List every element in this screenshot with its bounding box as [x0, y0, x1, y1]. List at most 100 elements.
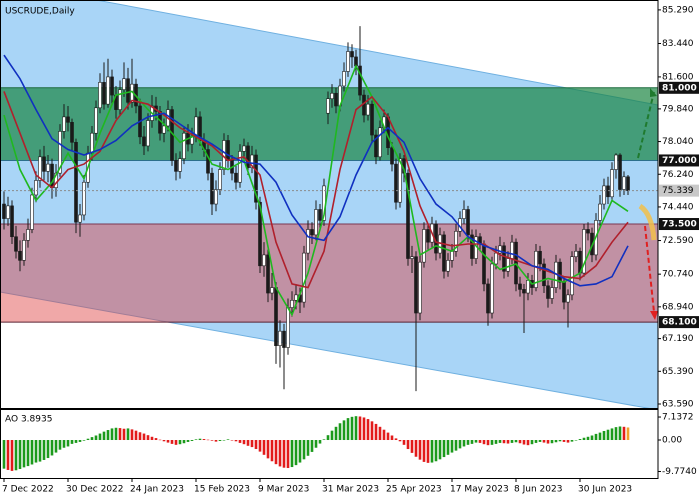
moving-average: [3, 91, 629, 289]
ao-bar: [514, 440, 518, 443]
ao-bar: [22, 440, 26, 468]
candle-body: [210, 172, 214, 205]
ao-bar: [170, 440, 174, 444]
ao-bar: [158, 439, 162, 441]
candle-body: [174, 160, 178, 172]
level-label: 81.000: [662, 83, 697, 93]
candle-body: [598, 203, 602, 221]
moving-average: [3, 54, 629, 287]
candle-body: [618, 154, 622, 190]
zones: [0, 87, 658, 323]
ao-bar: [366, 419, 370, 441]
ao-bar: [326, 435, 330, 441]
candle-body: [538, 250, 542, 265]
candle-body: [514, 241, 518, 285]
ao-bar: [442, 440, 446, 458]
candle-body: [502, 245, 506, 272]
ao-bar: [542, 440, 546, 443]
y-tick-label: 65.390: [662, 367, 694, 377]
ao-bar: [110, 428, 114, 441]
ao-bar: [334, 426, 338, 441]
x-tick-label: 31 Mar 2023: [322, 485, 379, 495]
candle-body: [326, 98, 330, 114]
candle-body: [374, 134, 378, 158]
y-tick-label: 79.840: [662, 104, 694, 114]
ao-bar: [486, 440, 490, 446]
ao-bar: [546, 440, 550, 444]
candle-body: [46, 163, 50, 172]
ao-bar: [474, 440, 478, 443]
candle-body: [450, 250, 454, 261]
candle-body: [494, 252, 498, 265]
ao-bar: [462, 440, 466, 447]
ao-bar: [518, 440, 522, 444]
y-tick-label: 67.190: [662, 334, 694, 344]
moving-average: [3, 64, 629, 317]
candle-body: [602, 185, 606, 205]
ao-bar: [82, 440, 86, 441]
candle-body: [350, 51, 354, 58]
candle-body: [346, 51, 350, 72]
ao-bar: [266, 440, 270, 459]
candle-body: [82, 181, 86, 216]
ao-bar: [438, 440, 442, 460]
candle-body: [38, 156, 42, 181]
ao-y-tick-label: 7.1372: [662, 413, 694, 423]
ao-bar: [358, 416, 362, 441]
ao-bar: [302, 440, 306, 460]
level-label-box: [659, 154, 699, 167]
ao-bar: [570, 440, 574, 442]
ao-bar: [558, 440, 562, 442]
ao-bar: [314, 440, 318, 448]
level-label: 73.500: [662, 220, 697, 230]
ao-bar: [198, 438, 202, 441]
ao-bar: [538, 440, 542, 442]
candle-body: [330, 92, 334, 100]
ao-bar: [554, 440, 558, 443]
candle-body: [294, 294, 298, 301]
candle-body: [470, 234, 474, 259]
ao-bar: [70, 440, 74, 444]
ao-bar: [310, 440, 314, 452]
ao-bar: [262, 440, 266, 455]
candle-body: [238, 151, 242, 183]
ao-bar: [142, 433, 146, 441]
ao-bar: [618, 426, 622, 441]
candle-body: [102, 82, 106, 105]
ao-bar: [566, 440, 570, 443]
candle-body: [250, 154, 254, 169]
ao-bar: [226, 439, 230, 441]
candle-body: [366, 103, 370, 116]
candle-body: [206, 149, 210, 174]
x-tick-label: 30 Dec 2022: [66, 485, 124, 495]
candle-body: [358, 65, 362, 96]
candle-body: [278, 330, 282, 347]
ao-bar: [394, 438, 398, 441]
candle-body: [442, 234, 446, 272]
ao-bar: [186, 440, 190, 442]
ao-bar: [562, 440, 566, 442]
ao-bar: [278, 440, 282, 467]
candle-body: [266, 254, 270, 294]
ao-bar: [190, 440, 194, 441]
ao-bar: [602, 430, 606, 441]
candle-body: [234, 172, 238, 183]
ao-bar: [362, 417, 366, 441]
ao-bar: [286, 440, 290, 469]
ao-bar: [222, 440, 226, 441]
y-tick-label: 83.440: [662, 39, 694, 49]
x-tick-label: 30 Jun 2023: [578, 485, 632, 495]
candle-body: [62, 116, 66, 132]
candle-body: [586, 229, 590, 234]
x-tick-label: 8 Jun 2023: [514, 485, 562, 495]
candle-body: [426, 229, 430, 243]
ao-bar: [246, 440, 250, 446]
level-label-box: [659, 316, 699, 329]
candle-body: [574, 250, 578, 258]
ao-bar: [254, 440, 258, 450]
candle-body: [198, 116, 202, 141]
candle-body: [2, 203, 6, 219]
candle-body: [262, 254, 266, 267]
candle-body: [390, 147, 394, 165]
ao-bar: [50, 440, 54, 456]
